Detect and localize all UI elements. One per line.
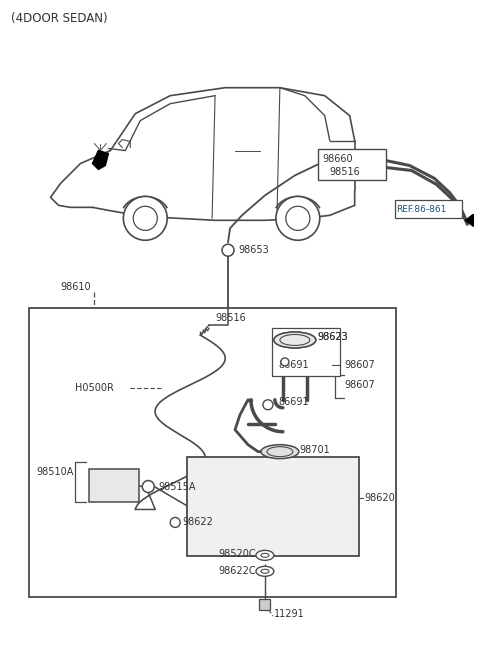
- Text: (4DOOR SEDAN): (4DOOR SEDAN): [11, 12, 108, 26]
- Circle shape: [281, 358, 289, 366]
- Text: 98622: 98622: [182, 518, 213, 528]
- Ellipse shape: [267, 447, 293, 457]
- FancyBboxPatch shape: [89, 468, 139, 503]
- Text: 98516: 98516: [330, 168, 360, 177]
- Text: 98515A: 98515A: [158, 482, 196, 491]
- Ellipse shape: [256, 551, 274, 560]
- Text: 98510A: 98510A: [36, 466, 74, 476]
- Bar: [272, 328, 340, 376]
- Text: 98516: 98516: [215, 313, 246, 323]
- Text: 98607: 98607: [345, 380, 375, 390]
- Circle shape: [276, 196, 320, 240]
- Text: 98660: 98660: [323, 154, 353, 164]
- Text: H0500R: H0500R: [75, 383, 114, 393]
- FancyBboxPatch shape: [260, 599, 270, 610]
- Polygon shape: [465, 214, 473, 226]
- Circle shape: [263, 400, 273, 410]
- Circle shape: [123, 196, 167, 240]
- Text: 98623: 98623: [318, 332, 348, 342]
- Text: 98620: 98620: [365, 493, 396, 503]
- Ellipse shape: [261, 445, 299, 459]
- Text: 98607: 98607: [345, 360, 375, 370]
- Ellipse shape: [280, 334, 310, 346]
- Circle shape: [286, 206, 310, 231]
- Ellipse shape: [274, 332, 316, 348]
- Bar: [29, 308, 396, 597]
- Ellipse shape: [261, 553, 269, 557]
- Text: 11291: 11291: [274, 609, 305, 619]
- Text: 98520C: 98520C: [218, 549, 256, 559]
- FancyBboxPatch shape: [187, 457, 359, 556]
- Ellipse shape: [280, 334, 310, 346]
- Text: REF.86-861: REF.86-861: [396, 205, 447, 214]
- Text: 86691: 86691: [278, 360, 309, 370]
- Text: 98610: 98610: [60, 282, 91, 292]
- Text: 98701: 98701: [300, 445, 331, 455]
- Bar: [395, 200, 462, 218]
- Text: 98653: 98653: [238, 245, 269, 255]
- Bar: [318, 148, 385, 181]
- Ellipse shape: [261, 570, 269, 574]
- Polygon shape: [93, 150, 108, 170]
- Ellipse shape: [256, 566, 274, 576]
- Circle shape: [170, 518, 180, 528]
- Text: 86691: 86691: [278, 397, 309, 407]
- Circle shape: [133, 206, 157, 231]
- Ellipse shape: [274, 332, 316, 348]
- Text: 98623: 98623: [318, 332, 348, 342]
- Text: 98622C: 98622C: [218, 566, 256, 576]
- Circle shape: [142, 480, 154, 493]
- Circle shape: [222, 244, 234, 256]
